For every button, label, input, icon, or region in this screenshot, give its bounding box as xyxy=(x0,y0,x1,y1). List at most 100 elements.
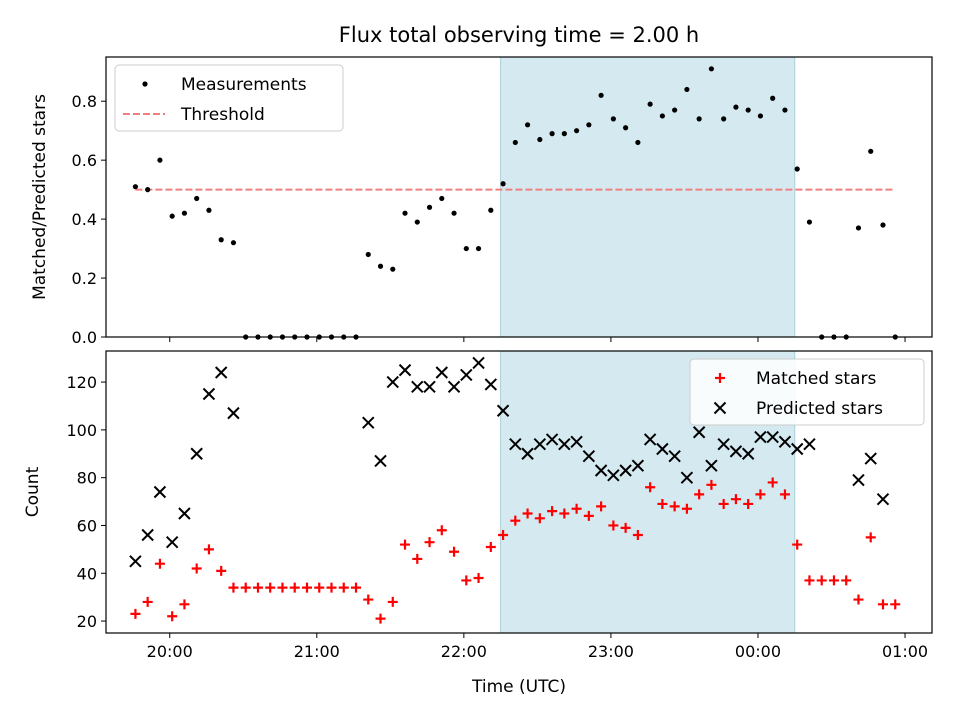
legend-marker-plus xyxy=(715,373,725,383)
data-point xyxy=(806,219,813,225)
data-point-plus xyxy=(620,522,631,533)
data-point-plus xyxy=(706,479,717,490)
data-point-x xyxy=(496,404,510,417)
data-point xyxy=(868,148,874,154)
data-point-x xyxy=(374,454,387,468)
legend-label: Predicted stars xyxy=(756,399,883,419)
data-point-x xyxy=(202,387,216,401)
data-point xyxy=(390,266,396,272)
data-point-plus xyxy=(743,498,754,509)
data-point-x xyxy=(594,464,608,477)
data-point-x xyxy=(398,363,412,377)
data-point-plus xyxy=(645,482,656,493)
data-point-plus xyxy=(228,582,239,593)
data-point xyxy=(696,116,702,122)
data-point-x xyxy=(582,449,596,463)
data-point-x xyxy=(558,437,571,451)
data-point xyxy=(598,92,604,98)
data-point-plus xyxy=(314,582,325,593)
data-point-plus xyxy=(167,611,178,622)
data-point-plus xyxy=(301,582,312,593)
data-point xyxy=(537,136,543,143)
data-point xyxy=(757,113,764,119)
data-point xyxy=(488,207,494,213)
data-point-plus xyxy=(608,520,619,531)
data-point-x xyxy=(386,375,399,389)
data-point-x xyxy=(803,437,816,451)
top-panel: 0.0 0.2 0.4 0.6 0.8 Measurements Threshold xyxy=(72,56,933,347)
data-point-plus xyxy=(718,498,729,509)
data-point xyxy=(672,107,678,113)
data-point-plus xyxy=(473,573,484,584)
data-point-plus xyxy=(142,596,153,607)
data-point-x xyxy=(729,445,743,458)
data-point xyxy=(365,251,371,258)
data-point-x xyxy=(754,430,767,444)
data-point xyxy=(684,86,690,93)
data-point-x xyxy=(214,366,228,379)
data-point-x xyxy=(876,492,890,506)
series-predicted-stars xyxy=(129,356,890,568)
data-point-x xyxy=(411,380,424,394)
data-point xyxy=(573,128,580,134)
data-point-x xyxy=(460,368,473,382)
data-point-x xyxy=(741,447,755,460)
data-point-plus xyxy=(755,489,766,500)
data-point-plus xyxy=(351,582,362,593)
data-point-x xyxy=(447,380,461,394)
data-point-x xyxy=(864,452,877,465)
y-tick-label: 80 xyxy=(77,469,97,488)
axes-frame xyxy=(105,350,933,634)
data-point xyxy=(206,207,212,213)
data-point xyxy=(635,139,641,146)
data-point-plus xyxy=(326,582,337,593)
data-point-x xyxy=(545,433,559,446)
data-point-x xyxy=(533,437,547,451)
data-point xyxy=(733,104,739,110)
data-point-plus xyxy=(853,594,864,605)
y-tick-label: 40 xyxy=(77,564,97,583)
data-point-x xyxy=(190,447,203,460)
legend-marker-x xyxy=(713,401,727,415)
data-point-x xyxy=(668,449,681,463)
data-point-plus xyxy=(338,582,349,593)
data-point-plus xyxy=(534,513,545,524)
data-point-x xyxy=(607,469,620,482)
y-tick-label: 0.0 xyxy=(72,328,97,347)
y-tick-label: 120 xyxy=(66,373,97,392)
data-point xyxy=(855,225,862,231)
data-point-plus xyxy=(877,599,888,610)
data-point-plus xyxy=(596,501,607,512)
data-point-plus xyxy=(179,599,190,610)
data-point-plus xyxy=(461,575,472,586)
data-point xyxy=(512,139,518,146)
data-point xyxy=(475,245,482,252)
data-point-plus xyxy=(216,565,227,576)
x-tick-label: 22:00 xyxy=(441,642,487,661)
data-point-x xyxy=(129,555,142,568)
data-point xyxy=(659,113,665,119)
data-point xyxy=(414,219,420,225)
y-tick-label: 0.4 xyxy=(72,210,97,229)
data-point-plus xyxy=(363,594,374,605)
data-point-plus xyxy=(681,503,692,514)
data-point-plus xyxy=(571,503,582,514)
series-measurements xyxy=(132,66,898,340)
data-point-plus xyxy=(449,546,460,557)
legend-label: Matched stars xyxy=(756,369,876,389)
data-point xyxy=(451,210,457,216)
data-point xyxy=(377,263,384,269)
data-point-x xyxy=(766,430,779,444)
data-point-plus xyxy=(632,530,643,541)
data-point xyxy=(745,107,751,113)
data-point-plus xyxy=(203,544,214,555)
x-tick-label: 01:00 xyxy=(882,642,928,661)
data-point xyxy=(721,116,727,122)
y-tick-label: 20 xyxy=(77,612,97,631)
data-point-plus xyxy=(522,508,533,519)
data-point-plus xyxy=(657,498,668,509)
x-tick-label: 23:00 xyxy=(588,642,634,661)
data-point-x xyxy=(362,416,375,429)
data-point-plus xyxy=(890,599,901,610)
